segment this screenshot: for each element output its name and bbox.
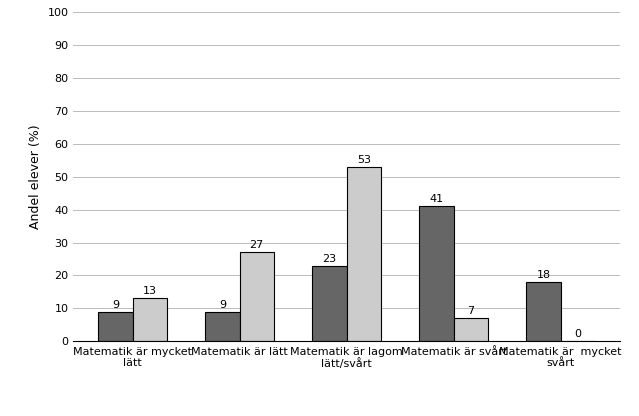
Bar <box>346 167 381 341</box>
Text: 9: 9 <box>112 300 119 310</box>
Text: 9: 9 <box>219 300 226 310</box>
Bar <box>419 206 454 341</box>
Text: 27: 27 <box>250 240 264 250</box>
Text: 7: 7 <box>467 306 474 316</box>
Text: 23: 23 <box>323 254 337 264</box>
Text: 13: 13 <box>142 287 157 297</box>
Text: 0: 0 <box>574 329 581 339</box>
Text: 53: 53 <box>357 155 371 165</box>
Bar <box>527 282 561 341</box>
Bar <box>132 298 167 341</box>
Y-axis label: Andel elever (%): Andel elever (%) <box>29 124 42 229</box>
Bar <box>240 253 274 341</box>
Bar <box>312 265 346 341</box>
Text: 18: 18 <box>537 270 551 280</box>
Bar <box>98 312 132 341</box>
Text: 41: 41 <box>429 194 443 204</box>
Bar <box>205 312 240 341</box>
Bar <box>454 318 488 341</box>
